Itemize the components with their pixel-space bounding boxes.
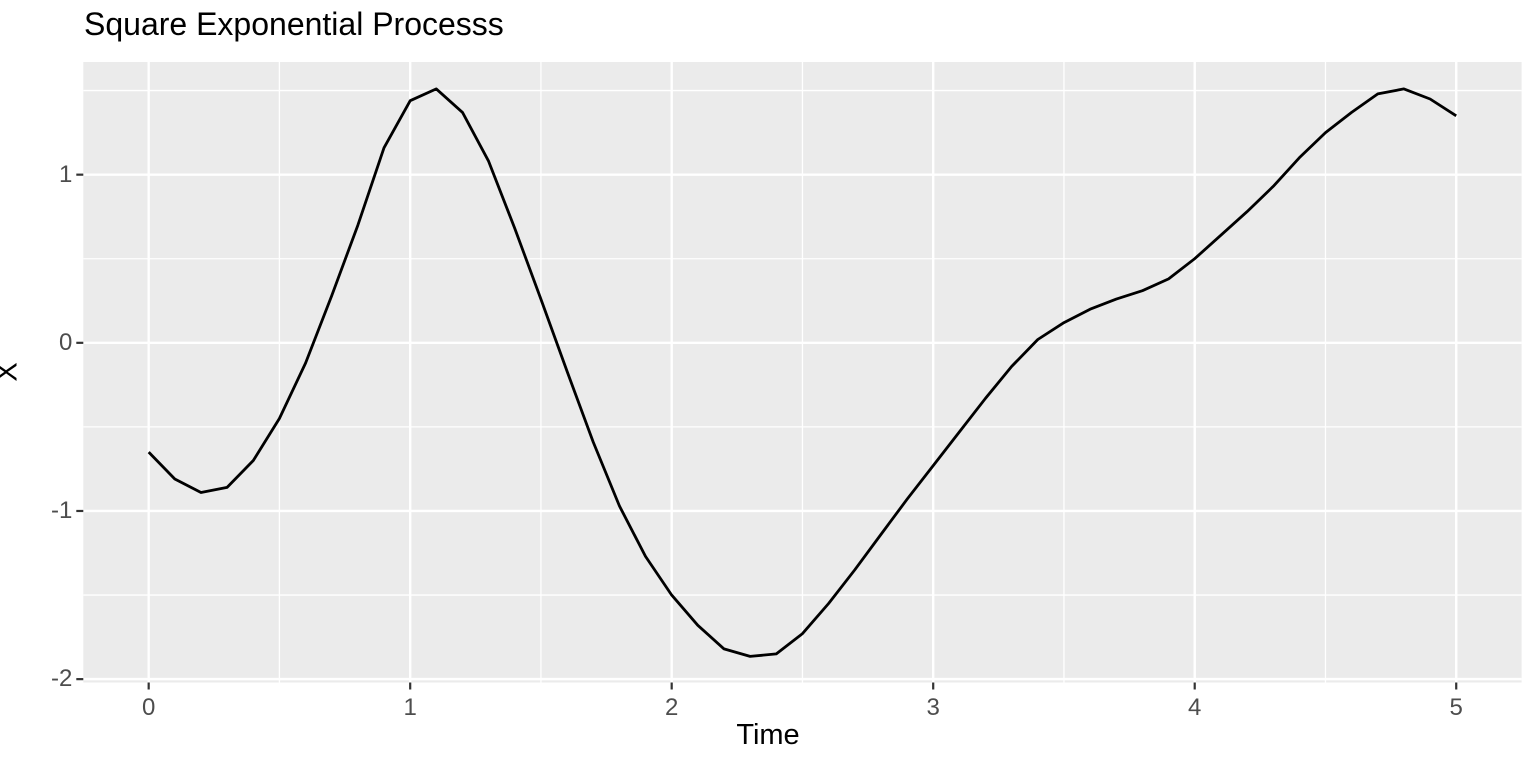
x-tick-label: 4 <box>1188 693 1202 721</box>
plot-title: Square Exponential Processs <box>84 6 504 42</box>
y-tick-label: 0 <box>58 328 73 356</box>
x-tick-label: 0 <box>141 693 156 721</box>
x-tick-label: 5 <box>1449 693 1463 721</box>
y-tick-label: -2 <box>50 665 73 693</box>
y-tick-label: 1 <box>58 160 73 188</box>
y-axis-title: X <box>0 362 25 381</box>
data-line <box>147 87 1457 658</box>
x-axis-title: Time <box>736 719 800 751</box>
x-tick-label: 2 <box>665 693 679 721</box>
y-tick-label: -1 <box>50 496 73 524</box>
x-tick-label: 3 <box>926 693 940 721</box>
x-tick-label: 1 <box>403 693 417 721</box>
